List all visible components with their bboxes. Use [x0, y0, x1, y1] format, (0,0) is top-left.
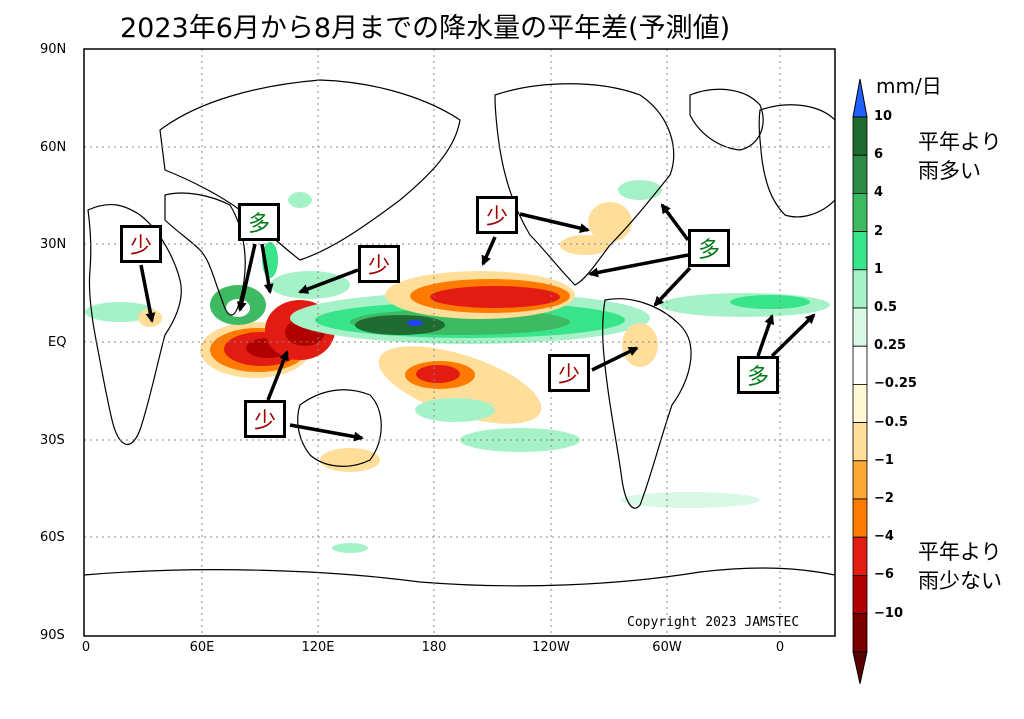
dry-legend-line-2: 雨少ない [918, 569, 1002, 593]
dry-legend-line-1: 平年より [918, 540, 1002, 564]
colorbar-segment [852, 422, 868, 462]
colorbar-tick-label: −6 [874, 567, 894, 583]
lat-label-eq: EQ [48, 335, 67, 350]
label-box-many-americas: 多 [688, 229, 730, 267]
dry-region-eastern-north-america [588, 202, 632, 242]
dry-legend-label: 平年より 雨少ない [918, 538, 1002, 596]
label-box-few-australia: 少 [244, 400, 286, 438]
colorbar-segment [852, 460, 868, 500]
wet-legend-line-1: 平年より [918, 130, 1002, 154]
map-frame-border [83, 48, 836, 637]
colorbar-segment [852, 383, 868, 423]
colorbar-tick-label: −0.25 [874, 376, 917, 392]
colorbar-tick-label: 0.5 [874, 300, 898, 315]
lat-label-30s: 30S [40, 433, 65, 448]
lat-label-30n: 30N [40, 237, 67, 252]
wet-legend-line-2: 雨多い [918, 159, 981, 183]
label-box-few-north-pacific: 少 [476, 196, 518, 234]
label-box-many-atlantic: 多 [737, 356, 779, 394]
colorbar-segment [852, 345, 868, 385]
lon-label-120w: 120W [532, 640, 570, 655]
wet-legend-label: 平年より 雨多い [918, 128, 1002, 186]
copyright-notice: Copyright 2023 JAMSTEC [627, 615, 800, 630]
colorbar-segment [852, 613, 868, 653]
colorbar-tick-label: −2 [874, 491, 894, 506]
colorbar-segment [852, 269, 868, 309]
colorbar-tick-label: 2 [874, 223, 884, 239]
colorbar-tick-label: −0.5 [874, 414, 908, 430]
annotation-arrows [139, 203, 816, 442]
colorbar-segment [852, 498, 868, 538]
label-box-few-africa: 少 [120, 225, 162, 263]
lon-label-120e: 120E [301, 640, 335, 655]
colorbar-tick-label: −10 [874, 605, 903, 621]
lon-label-60e: 60E [189, 640, 215, 655]
lon-label-0: 0 [81, 640, 91, 655]
lat-label-60n: 60N [40, 140, 67, 155]
lon-label-0-east: 0 [775, 640, 785, 655]
colorbar-tick-label: −4 [874, 529, 894, 545]
lat-label-60s: 60S [40, 530, 65, 545]
colorbar-segment [852, 536, 868, 576]
colorbar-segment [852, 231, 868, 271]
colorbar-segment [852, 154, 868, 194]
lat-label-90n: 90N [40, 42, 67, 57]
colorbar-tick-label: 4 [874, 185, 884, 201]
colorbar [852, 78, 868, 684]
colorbar-bottom-arrow [852, 651, 868, 684]
colorbar-tick-label: 6 [874, 147, 884, 163]
lat-label-90s: 90S [40, 628, 65, 643]
label-box-few-philippines: 少 [358, 245, 400, 283]
colorbar-top-arrow [852, 78, 868, 118]
colorbar-tick-label: 1 [874, 261, 884, 277]
colorbar-tick-label: 10 [874, 109, 893, 124]
lon-label-180: 180 [421, 640, 447, 655]
colorbar-tick-label: −1 [874, 452, 894, 468]
map-title: 2023年6月から8月までの降水量の平年差(予測値) [120, 13, 731, 44]
colorbar-segment [852, 116, 868, 156]
label-box-many-india: 多 [238, 203, 280, 241]
lon-label-60w: 60W [652, 640, 682, 655]
colorbar-segment [852, 575, 868, 615]
colorbar-segment [852, 192, 868, 232]
colorbar-unit: mm/日 [876, 74, 942, 98]
label-box-few-south-america: 少 [548, 354, 590, 392]
colorbar-segment [852, 307, 868, 347]
colorbar-tick-label: 0.25 [874, 338, 907, 354]
